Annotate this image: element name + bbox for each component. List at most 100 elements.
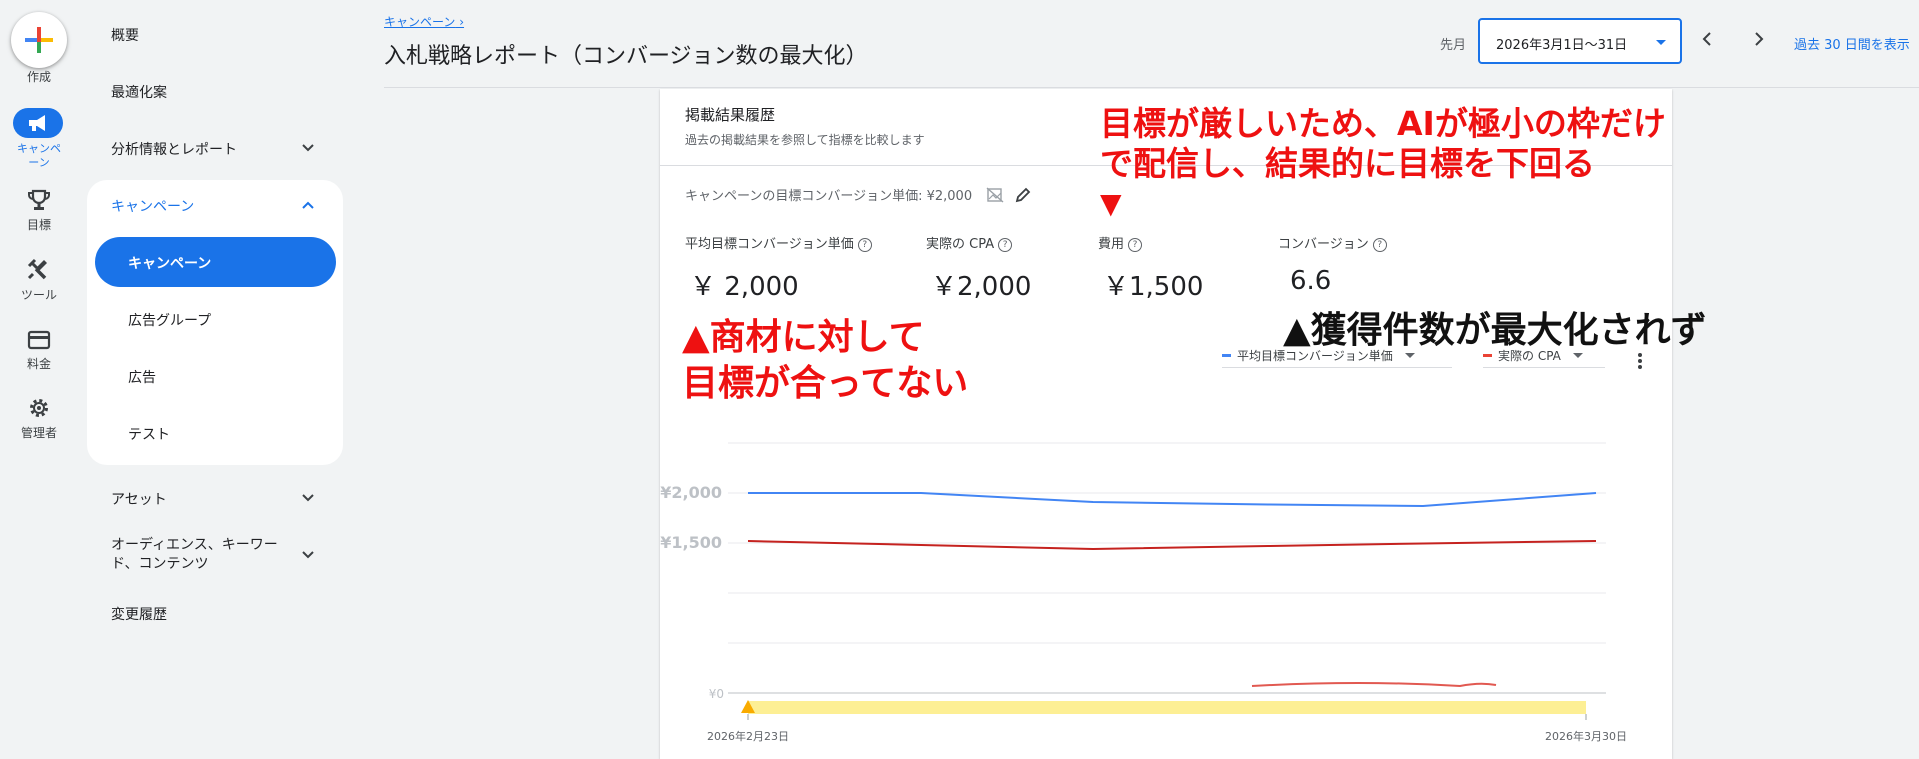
help-icon[interactable]: ? xyxy=(857,238,872,252)
y-tick-label: ¥1,500 xyxy=(660,533,722,552)
annotation-top: 目標が厳しいため、AIが極小の枠だけ で配信し、結果的に目標を下回る ▼ xyxy=(1100,104,1666,224)
date-range-select[interactable]: 2026年3月1日〜31日 xyxy=(1478,18,1682,64)
legend-label: 平均目標コンバージョン単価 xyxy=(1237,349,1393,363)
annotation-left: ▲商材に対して 目標が合ってない xyxy=(682,315,968,407)
card-divider xyxy=(660,165,1672,166)
metric-value-conversions: 6.6 xyxy=(1290,266,1332,296)
annotation-right: ▲獲得件数が最大化されず xyxy=(1283,310,1707,351)
nav-campaigns-group xyxy=(87,180,343,465)
cost-trace xyxy=(1251,682,1497,688)
chevron-down-icon[interactable] xyxy=(298,138,318,158)
x-tick-label: 2026年3月30日 xyxy=(1545,729,1627,743)
legend-select-series-1[interactable]: 平均目標コンバージョン単価 xyxy=(1222,347,1415,364)
caret-down-icon xyxy=(1572,353,1583,358)
y-tick-label: ¥2,000 xyxy=(660,483,722,502)
breadcrumb-link[interactable]: キャンペーン xyxy=(384,15,456,29)
chevron-right-icon[interactable] xyxy=(1748,29,1768,49)
metric-label-text: 平均目標コンバージョン単価 xyxy=(685,237,854,252)
target-cpa-text: キャンペーンの目標コンバージョン単価: ¥2,000 xyxy=(685,189,973,204)
nav-item-test[interactable]: テスト xyxy=(128,427,170,443)
date-range-value: 2026年3月1日〜31日 xyxy=(1496,38,1628,53)
card-subtitle: 過去の掲載結果を参照して指標を比較します xyxy=(685,133,925,147)
series-line-1 xyxy=(748,492,1597,508)
metric-label-actual-cpa: 実際の CPA? xyxy=(926,233,1013,252)
edit-icon[interactable] xyxy=(1014,186,1032,204)
chevron-left-icon[interactable] xyxy=(1698,29,1718,49)
campaigns-rail-button[interactable] xyxy=(13,108,63,138)
create-label: 作成 xyxy=(26,70,51,84)
legend-underline xyxy=(1483,367,1605,368)
nav-item-ads[interactable]: 広告 xyxy=(128,370,156,386)
nav-item-campaigns[interactable]: キャンペーン xyxy=(128,256,212,272)
help-icon[interactable]: ? xyxy=(1128,238,1143,252)
nav-item-recommendations[interactable]: 最適化案 xyxy=(111,85,167,101)
annotation-top-line2: で配信し、結果的に目標を下回る xyxy=(1100,144,1595,183)
more-vert-icon[interactable] xyxy=(1630,351,1650,371)
period-label: 先月 xyxy=(1440,38,1467,53)
annotation-left-line1: ▲商材に対して xyxy=(682,317,925,358)
trophy-icon[interactable] xyxy=(25,186,53,214)
rail-label-goals[interactable]: 目標 xyxy=(26,218,51,232)
metric-label-conversions: コンバージョン? xyxy=(1278,233,1387,252)
last-30-days-link[interactable]: 過去 30 日間を表示 xyxy=(1794,38,1910,53)
header-divider xyxy=(384,87,1919,88)
rail-label-billing[interactable]: 料金 xyxy=(26,357,51,371)
left-rail: 作成 キャンペーン 目標 ツール 料金 管理者 xyxy=(0,0,78,759)
nav-item-ad-groups[interactable]: 広告グループ xyxy=(128,313,212,329)
chevron-up-icon[interactable] xyxy=(298,195,318,215)
annotation-top-arrow: ▼ xyxy=(1100,187,1122,220)
nav-item-overview[interactable]: 概要 xyxy=(111,28,139,44)
nav-item-audiences[interactable]: オーディエンス、キーワー ド、コンテンツ xyxy=(111,536,278,574)
legend-swatch-red xyxy=(1483,354,1492,357)
caret-down-icon xyxy=(1656,40,1666,45)
legend-underline xyxy=(1222,367,1452,368)
legend-swatch-blue xyxy=(1222,354,1231,357)
metric-value-cost: ￥1,500 xyxy=(1103,272,1204,302)
nav-item-assets[interactable]: アセット xyxy=(111,492,167,508)
nav-item-change-history[interactable]: 変更履歴 xyxy=(111,607,167,623)
nav-item-campaigns-active[interactable] xyxy=(95,237,336,287)
nav-audiences-line2: ド、コンテンツ xyxy=(111,556,209,572)
annotation-top-line1: 目標が厳しいため、AIが極小の枠だけ xyxy=(1100,104,1666,143)
metric-label-cost: 費用? xyxy=(1098,233,1143,252)
cpa-line-chart: ¥2,000 ¥1,500 ¥0 2026年2月23日 2026年3月30日 xyxy=(660,442,1627,743)
credit-card-icon[interactable] xyxy=(25,326,53,354)
warning-band xyxy=(748,701,1586,714)
chevron-down-icon[interactable] xyxy=(298,488,318,508)
nav-audiences-line1: オーディエンス、キーワー xyxy=(111,537,278,553)
legend-label: 実際の CPA xyxy=(1498,349,1561,363)
image-off-icon[interactable] xyxy=(986,187,1004,203)
chevron-down-icon[interactable] xyxy=(298,545,318,565)
legend-select-series-2[interactable]: 実際の CPA xyxy=(1483,347,1583,364)
caret-down-icon xyxy=(1404,353,1415,358)
rail-label-tools[interactable]: ツール xyxy=(20,288,57,302)
metric-value-avg-target-cpa: ￥ 2,000 xyxy=(690,272,799,302)
help-icon[interactable]: ? xyxy=(1372,238,1387,252)
rail-item-campaigns[interactable]: キャンペーン xyxy=(0,142,78,170)
card-title: 掲載結果履歴 xyxy=(685,106,776,124)
metric-value-actual-cpa: ￥2,000 xyxy=(931,272,1032,302)
warning-icon xyxy=(741,700,755,713)
page-title: 入札戦略レポート（コンバージョン数の最大化） xyxy=(384,44,868,69)
plus-icon xyxy=(25,27,53,53)
rail-label-admin[interactable]: 管理者 xyxy=(20,426,57,440)
metric-label-text: 実際の CPA xyxy=(926,237,995,252)
annotation-left-line2: 目標が合ってない xyxy=(682,363,969,404)
metric-label-text: コンバージョン xyxy=(1278,237,1369,252)
gear-icon[interactable] xyxy=(25,394,53,422)
nav-item-insights[interactable]: 分析情報とレポート xyxy=(111,142,237,158)
help-icon[interactable]: ? xyxy=(998,238,1013,252)
nav-item-campaigns-group[interactable]: キャンペーン xyxy=(111,199,195,215)
metric-label-text: 費用 xyxy=(1098,237,1125,252)
tools-icon[interactable] xyxy=(25,256,53,284)
series-line-2 xyxy=(747,540,1597,551)
y-tick-label: ¥0 xyxy=(709,687,724,701)
megaphone-icon xyxy=(29,115,45,131)
target-cpa-line: キャンペーンの目標コンバージョン単価: ¥2,000 xyxy=(685,185,1032,204)
x-tick-label: 2026年2月23日 xyxy=(707,729,789,743)
breadcrumb[interactable]: キャンペーン › xyxy=(384,15,465,29)
metric-label-avg-target-cpa: 平均目標コンバージョン単価? xyxy=(685,233,872,252)
rail-label-campaigns: キャンペーン xyxy=(17,142,61,169)
create-button[interactable] xyxy=(11,12,67,68)
performance-history-card: 掲載結果履歴 過去の掲載結果を参照して指標を比較します キャンペーンの目標コンバ… xyxy=(660,89,1672,759)
